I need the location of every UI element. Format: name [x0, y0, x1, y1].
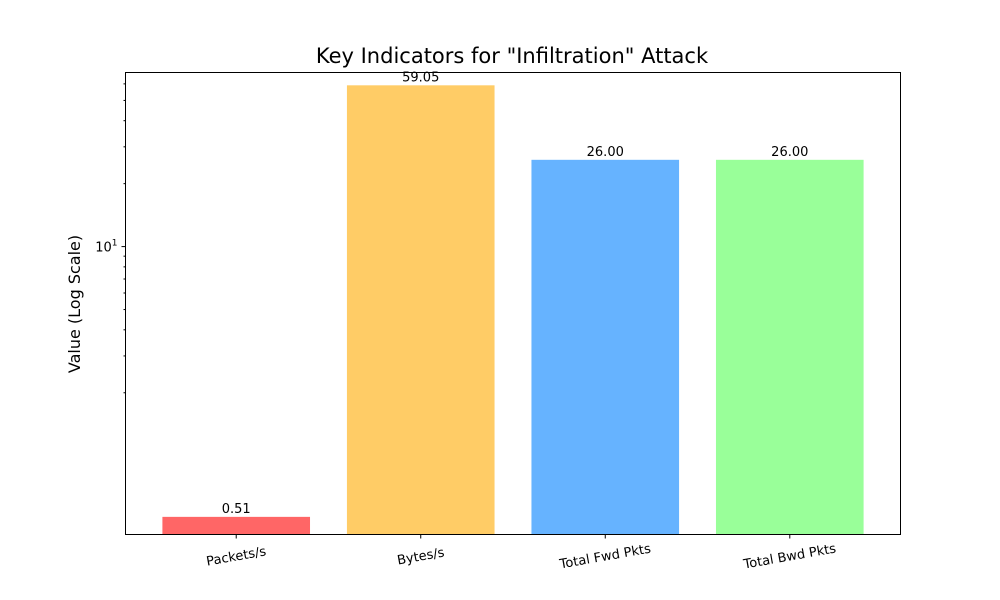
x-tick-label-2: Bytes/s — [396, 545, 446, 568]
bar-2 — [346, 85, 495, 535]
bar-3 — [531, 159, 680, 535]
x-tick-label-1: Packets/s — [205, 544, 267, 569]
data-label-3: 26.00 — [587, 145, 624, 160]
data-label-1: 0.51 — [222, 502, 251, 517]
axes-frame — [125, 72, 901, 535]
y-tick-label: 101 — [95, 239, 117, 256]
bar-4 — [715, 159, 864, 535]
chart-title: Key Indicators for "Infiltration" Attack — [316, 44, 709, 68]
y-tick-label-base: 10 — [95, 241, 112, 256]
y-tick-label-exponent: 1 — [112, 239, 118, 249]
x-tick-label-3: Total Fwd Pkts — [558, 542, 653, 573]
data-label-4: 26.00 — [771, 145, 808, 160]
x-tick-label-4: Total Bwd Pkts — [741, 541, 837, 572]
plot-area: 0.51 Packets/s 59.05 Bytes/s 26.00 Total Fwd … — [95, 70, 864, 573]
bar-1 — [162, 516, 311, 535]
data-label-2: 59.05 — [402, 70, 439, 85]
y-axis-label: Value (Log Scale) — [65, 235, 84, 373]
